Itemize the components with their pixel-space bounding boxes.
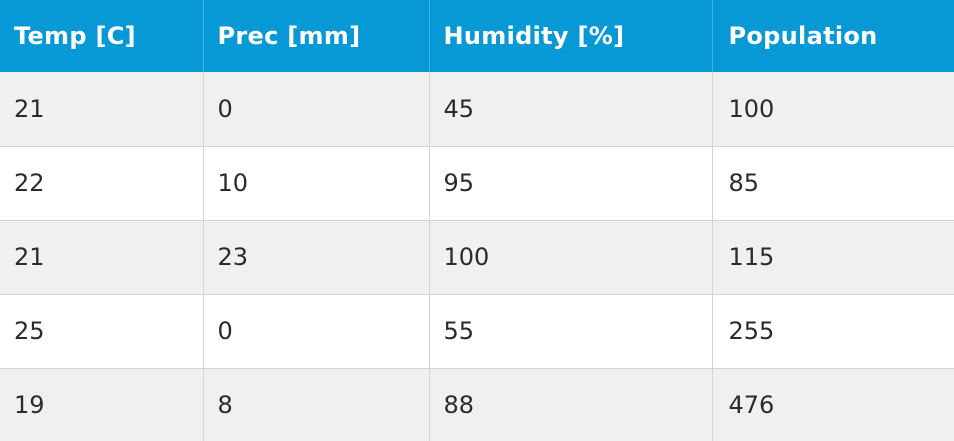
column-header-humidity: Humidity [%] (429, 0, 713, 72)
cell-humidity: 55 (429, 293, 713, 368)
cell-prec: 23 (203, 219, 430, 294)
cell-population: 255 (712, 293, 954, 368)
cell-prec: 8 (203, 367, 430, 441)
cell-temp: 19 (0, 367, 204, 441)
cell-humidity: 100 (429, 219, 713, 294)
table-row: 19 8 88 476 (0, 367, 954, 441)
cell-prec: 0 (203, 293, 430, 368)
cell-temp: 25 (0, 293, 204, 368)
cell-population: 100 (728, 94, 775, 123)
table-row: 22 10 95 85 (0, 145, 954, 220)
cell-prec: 10 (203, 145, 430, 220)
column-header-temp: Temp [C] (0, 0, 204, 72)
cell-population: 115 (712, 219, 954, 294)
cell-temp: 21 (0, 219, 204, 294)
header-row: Temp [C] Prec [mm] Humidity [%] Populati… (0, 0, 954, 72)
cell-temp: 22 (0, 145, 204, 220)
table-row: 21 0 45 100 (0, 72, 954, 146)
table-row: 25 0 55 255 (0, 293, 954, 368)
cell-humidity: 88 (429, 367, 713, 441)
table-row: 21 23 100 115 (0, 219, 954, 294)
cell-population: 476 (712, 367, 954, 441)
cell-population: 85 (712, 145, 954, 220)
column-header-prec: Prec [mm] (203, 0, 430, 72)
column-header-population: Population (728, 22, 878, 50)
cell-prec: 0 (203, 72, 430, 146)
cell-temp: 21 (0, 72, 204, 146)
cell-humidity: 45 (429, 72, 713, 146)
cell-humidity: 95 (429, 145, 713, 220)
table-body: 21 0 45 100 22 10 95 85 21 23 100 115 25… (0, 72, 954, 441)
table-header: Temp [C] Prec [mm] Humidity [%] Populati… (0, 0, 954, 72)
